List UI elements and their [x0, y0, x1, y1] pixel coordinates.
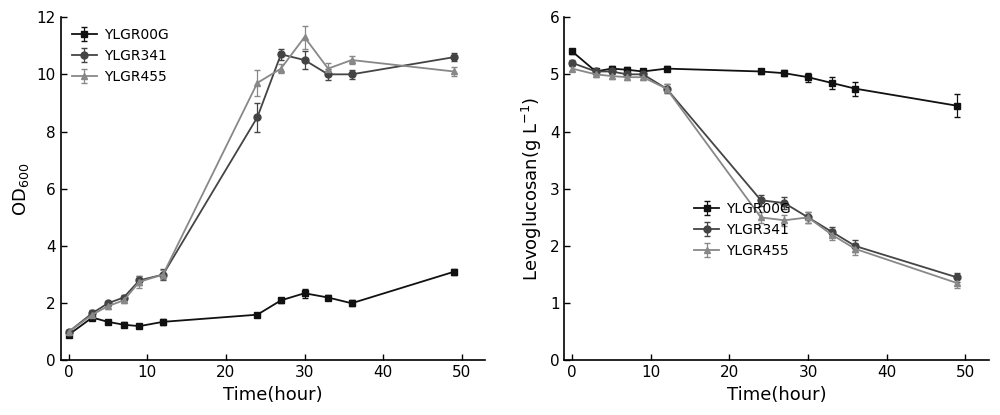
- X-axis label: Time(hour): Time(hour): [727, 386, 826, 404]
- Y-axis label: Levoglucosan(g L$^{-1}$): Levoglucosan(g L$^{-1}$): [520, 97, 544, 281]
- X-axis label: Time(hour): Time(hour): [223, 386, 323, 404]
- Y-axis label: OD$_{600}$: OD$_{600}$: [11, 162, 31, 215]
- Legend: YLGR00G, YLGR341, YLGR455: YLGR00G, YLGR341, YLGR455: [68, 24, 173, 88]
- Legend: YLGR00G, YLGR341, YLGR455: YLGR00G, YLGR341, YLGR455: [690, 198, 795, 262]
